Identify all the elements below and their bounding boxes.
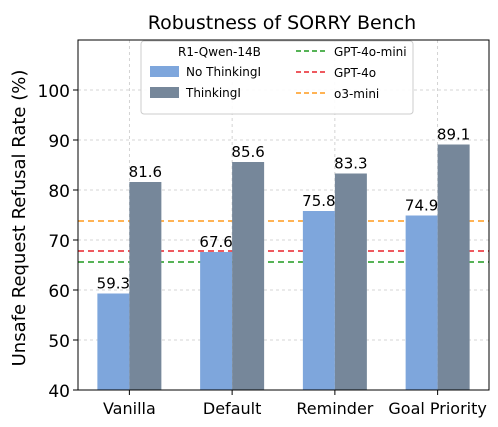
legend-entry: GPT-4o-mini [334,45,407,59]
data-label: 85.6 [231,143,264,161]
x-tick-label: Goal Priority [388,399,486,418]
legend-entry: GPT-4o [334,66,376,80]
legend-entry: No ThinkingI [186,65,261,79]
data-label: 74.9 [405,197,438,215]
bar-thinking [129,182,162,390]
legend-entry: ThinkingI [185,86,241,100]
bar-thinking [334,173,367,390]
x-tick-label: Vanilla [103,399,156,418]
y-tick-label: 100 [38,82,70,102]
legend-entry: o3-mini [334,87,379,101]
bar-no-thinking [405,215,438,390]
x-tick-label: Default [203,399,261,418]
bar-thinking [232,162,265,390]
y-axis-label: Unsafe Request Refusal Rate (%) [9,70,30,367]
data-label: 67.6 [199,233,232,251]
data-labels: 59.3 67.6 75.8 74.9 81.6 85.6 83.3 89.1 [97,126,471,293]
bars [97,144,470,390]
axes: 40 50 60 70 80 90 100 Vanilla Default Reminder Goa… [38,39,490,418]
legend-swatch [150,66,179,77]
y-tick-label: 90 [48,132,70,152]
data-label: 89.1 [437,126,470,144]
data-label: 75.8 [302,192,335,210]
legend-title: R1-Qwen-14B [178,45,261,59]
x-tick-label: Reminder [296,399,373,418]
legend: R1-Qwen-14B No ThinkingI ThinkingI GPT-4o-m… [140,40,414,115]
legend-box [140,40,414,115]
data-label: 59.3 [97,275,130,293]
y-tick-label: 50 [48,332,70,352]
bar-no-thinking [97,293,130,390]
chart-title: Robustness of SORRY Bench [148,12,416,34]
y-tick-label: 40 [48,382,70,402]
y-tick-label: 80 [48,182,70,202]
legend-swatch [150,87,179,98]
plot-frame [77,39,490,391]
y-tick-label: 70 [48,232,70,252]
bar-thinking [437,144,470,390]
y-tick-label: 60 [48,282,70,302]
data-label: 83.3 [334,155,367,173]
bar-no-thinking [200,252,233,390]
data-label: 81.6 [129,163,162,181]
bar-no-thinking [302,211,335,390]
